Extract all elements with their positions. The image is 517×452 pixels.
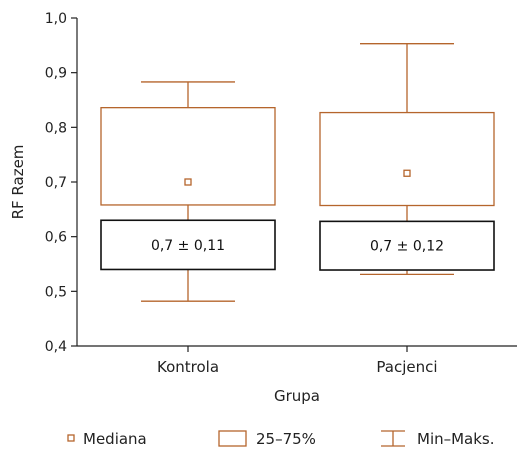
legend-median-label: Mediana	[83, 430, 147, 448]
legend-box-icon	[218, 430, 247, 447]
y-axis-title: RF Razem	[9, 145, 27, 220]
mean-sd-label: 0,7 ± 0,11	[151, 238, 225, 254]
iqr-box	[100, 107, 276, 206]
x-tick-label: Pacjenci	[376, 358, 437, 376]
mean-sd-box	[319, 220, 495, 271]
y-axis: 0,4 0,5 0,6 0,7 0,8 0,9 1,0	[45, 11, 78, 355]
plot-area: 0,7 ± 0,11 0,7 ± 0,12	[100, 43, 495, 302]
x-tick-label: Kontrola	[157, 358, 219, 376]
iqr-box	[319, 111, 495, 207]
y-tick-label: 0,4	[45, 339, 67, 355]
legend-median-icon	[67, 434, 75, 442]
y-tick-label: 0,6	[45, 230, 67, 246]
x-axis-title: Grupa	[274, 387, 320, 405]
median-marker	[403, 169, 411, 177]
mean-sd-label: 0,7 ± 0,12	[370, 239, 444, 255]
median-marker	[184, 178, 192, 186]
legend-whisker-label: Min–Maks.	[417, 430, 495, 448]
y-tick-label: 1,0	[45, 11, 67, 27]
x-axis: Kontrola Pacjenci	[77, 345, 517, 376]
y-tick-label: 0,5	[45, 284, 67, 300]
legend: Mediana 25–75% Min–Maks.	[67, 430, 495, 448]
mean-sd-box	[100, 219, 276, 271]
y-tick-label: 0,7	[45, 175, 67, 191]
y-tick-label: 0,8	[45, 120, 67, 136]
legend-box-label: 25–75%	[256, 430, 316, 448]
y-tick-label: 0,9	[45, 66, 67, 82]
legend-whisker-icon	[381, 430, 405, 447]
